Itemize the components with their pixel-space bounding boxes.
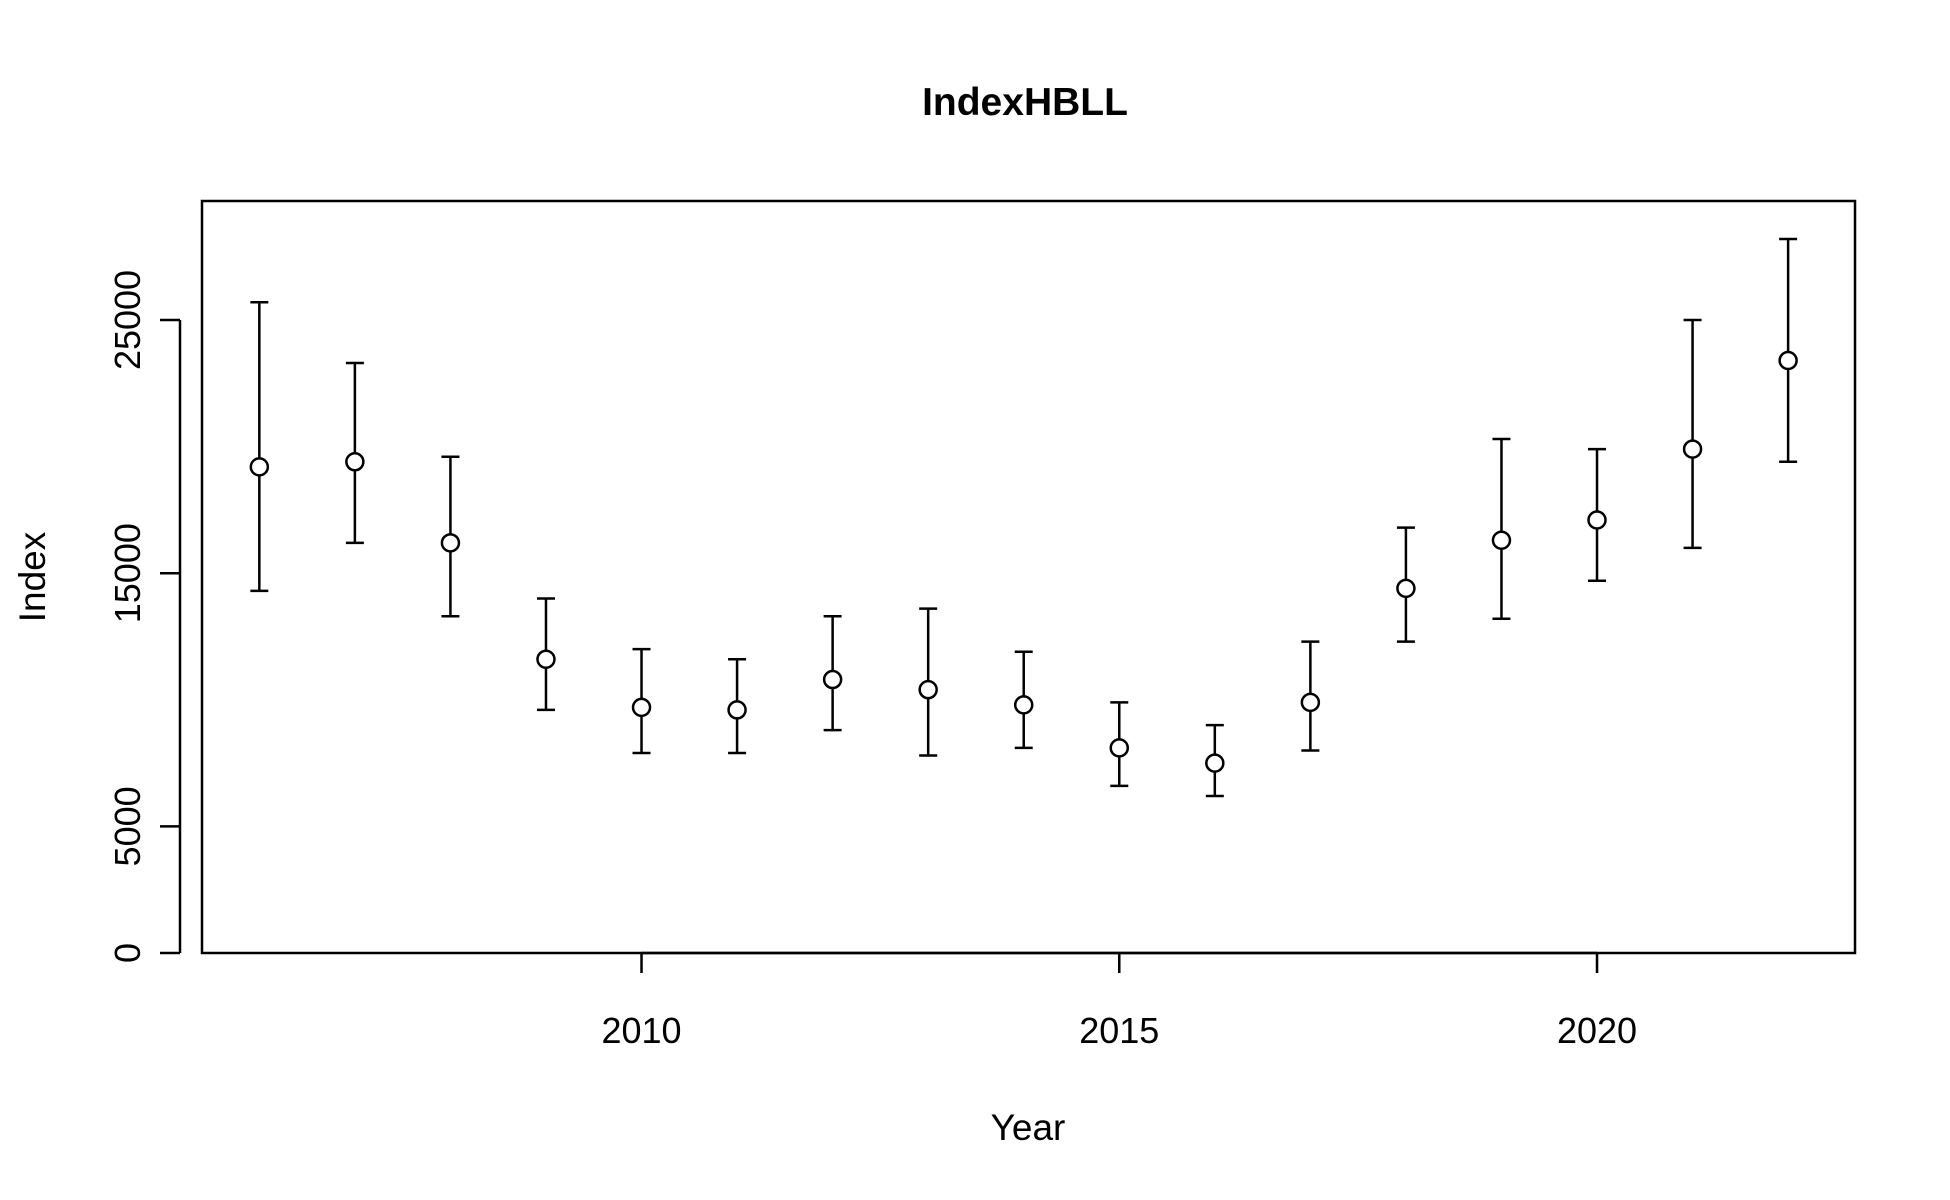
data-point-group [440, 455, 461, 618]
data-point-group [249, 301, 270, 593]
data-point-group [1587, 447, 1607, 583]
data-point-group [1491, 437, 1512, 621]
data-point-group [1205, 723, 1225, 798]
x-axis: 2010 2015 2020 [601, 951, 1637, 1051]
x-axis-label: Year [991, 1107, 1066, 1148]
x-tick-label: 2015 [1079, 1010, 1159, 1051]
data-point-group [1300, 640, 1321, 752]
data-point-group [1013, 650, 1034, 750]
data-point [1682, 439, 1703, 459]
data-point [1491, 530, 1512, 551]
data-point [1300, 692, 1321, 713]
data-point [1109, 738, 1130, 758]
data-point-group [1109, 701, 1130, 788]
data-point-group [918, 607, 938, 757]
data-point-group [345, 361, 365, 545]
x-tick-label: 2020 [1557, 1010, 1637, 1051]
y-tick-label: 25000 [107, 270, 148, 370]
data-series [249, 237, 1798, 798]
data-point [1205, 753, 1225, 773]
data-point [1013, 695, 1034, 715]
data-point-group [536, 597, 556, 712]
data-point [1587, 510, 1607, 530]
data-point-group [1396, 526, 1416, 643]
y-axis-label: Index [12, 531, 53, 622]
data-point-group [631, 647, 652, 755]
y-tick-label: 5000 [107, 786, 148, 866]
data-point [1778, 350, 1798, 371]
data-point [727, 700, 747, 720]
data-point [822, 669, 843, 690]
chart-title: IndexHBLL [922, 81, 1128, 124]
data-point [536, 649, 556, 670]
data-point [918, 679, 938, 700]
data-point [631, 697, 652, 718]
data-point [249, 457, 270, 477]
y-tick-label: 0 [107, 943, 148, 963]
data-point [440, 533, 461, 553]
data-point-group [1682, 318, 1703, 550]
x-tick-label: 2010 [601, 1010, 681, 1051]
data-point [345, 452, 365, 472]
data-point-group [1778, 237, 1798, 464]
data-point-group [727, 658, 747, 755]
data-point-group [822, 614, 843, 732]
data-point [1396, 578, 1416, 599]
y-tick-label: 15000 [107, 523, 148, 623]
y-axis: 0 5000 15000 25000 [107, 270, 182, 963]
